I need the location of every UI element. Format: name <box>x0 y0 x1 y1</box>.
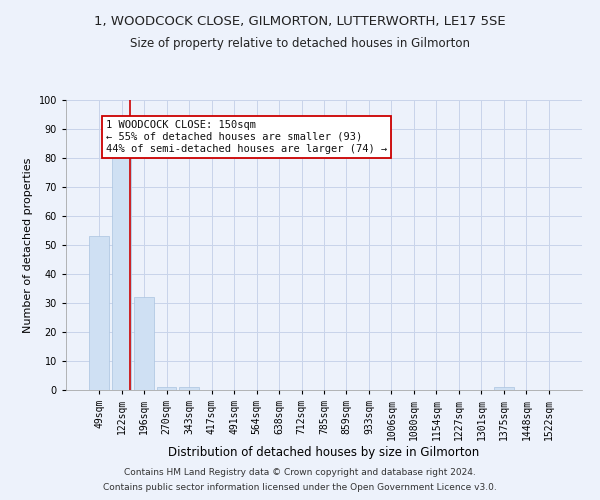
Text: Contains HM Land Registry data © Crown copyright and database right 2024.: Contains HM Land Registry data © Crown c… <box>124 468 476 477</box>
X-axis label: Distribution of detached houses by size in Gilmorton: Distribution of detached houses by size … <box>169 446 479 458</box>
Text: Contains public sector information licensed under the Open Government Licence v3: Contains public sector information licen… <box>103 483 497 492</box>
Text: Size of property relative to detached houses in Gilmorton: Size of property relative to detached ho… <box>130 38 470 51</box>
Bar <box>157 387 176 390</box>
Bar <box>179 387 199 390</box>
Y-axis label: Number of detached properties: Number of detached properties <box>23 158 33 332</box>
Bar <box>112 155 131 390</box>
Bar <box>494 387 514 390</box>
Text: 1 WOODCOCK CLOSE: 150sqm
← 55% of detached houses are smaller (93)
44% of semi-d: 1 WOODCOCK CLOSE: 150sqm ← 55% of detach… <box>106 120 387 154</box>
Bar <box>89 236 109 390</box>
Bar <box>134 297 154 390</box>
Text: 1, WOODCOCK CLOSE, GILMORTON, LUTTERWORTH, LE17 5SE: 1, WOODCOCK CLOSE, GILMORTON, LUTTERWORT… <box>94 15 506 28</box>
